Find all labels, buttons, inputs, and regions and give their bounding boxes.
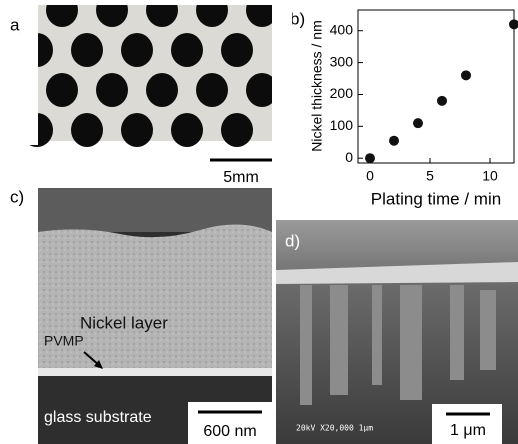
point [509, 19, 518, 29]
hole [146, 73, 178, 107]
hole [171, 33, 203, 67]
panel-label: d) [285, 231, 300, 250]
photo-clip [20, 0, 290, 5]
x-tick-label: 10 [482, 168, 498, 184]
y-tick-label: 200 [330, 85, 354, 101]
point [461, 70, 471, 80]
hole [221, 113, 253, 147]
hole [171, 113, 203, 147]
layer-label: glass substrate [44, 409, 152, 426]
scale-label: 600 nm [203, 423, 256, 440]
hole [121, 113, 153, 147]
hole [46, 73, 78, 107]
photo-clip [20, 0, 38, 145]
hole [121, 33, 153, 67]
hole [96, 73, 128, 107]
sem-info: 20kV X20,000 1μm [296, 424, 373, 433]
hole [71, 113, 103, 147]
x-axis-label: Plating time / min [371, 189, 501, 208]
point [413, 118, 423, 128]
y-tick-label: 300 [330, 53, 354, 69]
figure: a) 5mm c) Nickel layer PVMP glass substr… [0, 0, 518, 444]
scale-label: 5mm [223, 169, 259, 186]
y-tick-label: 100 [330, 117, 354, 133]
point [365, 153, 375, 163]
y-axis-label: Nickel thickness / nm [309, 20, 325, 151]
layer-label: Nickel layer [80, 313, 168, 332]
scale-label: 1 μm [450, 422, 486, 439]
x-tick-label: 0 [366, 168, 374, 184]
y-tick-label: 0 [345, 149, 353, 165]
y-tick-label: 400 [330, 21, 354, 37]
photo-clip [272, 0, 292, 145]
panel-label: b) [290, 9, 305, 28]
hole [196, 73, 228, 107]
panel-label: c) [10, 187, 24, 206]
layer-label: PVMP [44, 333, 84, 349]
plot-frame [358, 10, 514, 163]
hole [221, 33, 253, 67]
hole [71, 33, 103, 67]
photo [21, 0, 278, 147]
point [389, 136, 399, 146]
x-tick-label: 5 [426, 168, 434, 184]
pvmp-layer [38, 368, 272, 376]
point [437, 96, 447, 106]
